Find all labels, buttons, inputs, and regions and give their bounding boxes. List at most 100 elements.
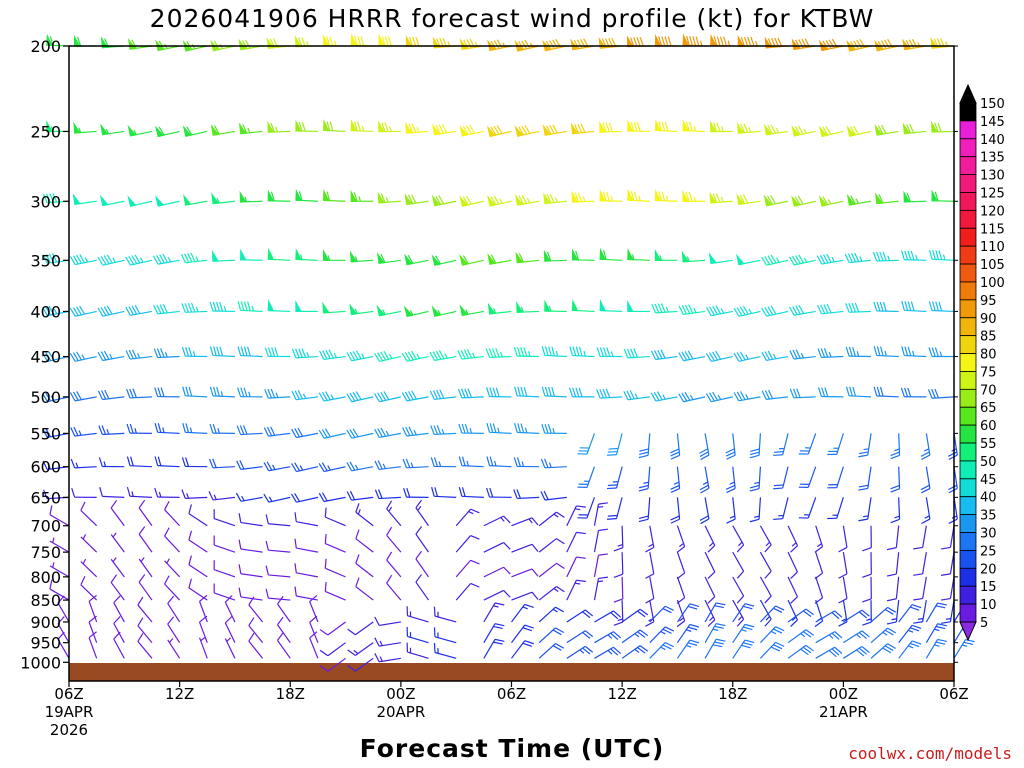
wind-barb	[704, 525, 716, 553]
barb-feather	[188, 347, 193, 357]
barb-feather	[770, 254, 777, 264]
barb-staff	[489, 431, 512, 434]
barb-feather	[219, 301, 224, 312]
barb-feather	[465, 195, 472, 205]
barb-staff	[842, 576, 848, 599]
barb-feather	[849, 386, 853, 397]
barb-feather	[544, 424, 549, 434]
barb-flag	[459, 195, 469, 207]
wind-barb	[113, 631, 125, 659]
barb-staff	[323, 355, 346, 361]
colorbar-label: 95	[980, 294, 997, 309]
wind-barb	[787, 551, 798, 580]
credit-text[interactable]: coolwx.com/models	[848, 744, 1012, 763]
wind-barb	[886, 576, 900, 602]
wind-barb	[126, 388, 152, 399]
barb-feather	[802, 610, 812, 617]
barb-feather	[464, 423, 469, 434]
barb-staff	[807, 466, 817, 488]
barb-feather	[909, 627, 920, 632]
barb-feather	[736, 307, 743, 316]
barb-feather	[556, 511, 565, 518]
barb-feather	[935, 250, 939, 260]
wind-barb	[69, 391, 97, 402]
colorbar-box	[959, 532, 977, 551]
wind-barb	[267, 299, 291, 313]
wind-barb	[511, 543, 539, 553]
barb-feather	[658, 121, 663, 131]
barb-flag	[459, 124, 469, 137]
wind-barb	[815, 631, 843, 644]
wind-barb	[459, 195, 484, 207]
wind-barb	[183, 194, 208, 206]
barb-feather	[298, 121, 303, 132]
barb-feather	[374, 637, 380, 647]
barb-half-feather	[241, 495, 245, 502]
wind-barb	[890, 433, 901, 460]
barb-feather	[188, 578, 192, 589]
barb-feather	[380, 351, 387, 361]
colorbar-label: 140	[980, 133, 1005, 148]
wind-barb	[816, 253, 844, 265]
barb-staff	[164, 583, 181, 601]
barb-feather	[466, 125, 472, 135]
barb-half-feather	[923, 448, 930, 452]
barb-feather	[876, 346, 881, 356]
barb-feather	[70, 458, 76, 469]
barb-feather	[831, 648, 840, 656]
barb-feather	[470, 534, 480, 540]
barb-feather	[700, 487, 710, 494]
wind-barb	[654, 249, 678, 261]
wind-barb	[164, 501, 181, 527]
wind-barb	[113, 616, 125, 643]
barb-feather	[845, 303, 850, 313]
barb-feather	[747, 36, 752, 47]
wind-barb	[347, 642, 374, 656]
wind-barb	[318, 391, 346, 402]
wind-barb	[198, 594, 208, 623]
wind-barb	[309, 594, 319, 623]
barb-feather	[42, 193, 48, 203]
barb-feather	[577, 123, 583, 133]
barb-feather	[42, 489, 48, 499]
wind-barb	[295, 35, 318, 48]
barb-feather	[928, 249, 933, 260]
barb-feather	[552, 645, 562, 651]
barb-feather	[462, 196, 469, 206]
barb-feather	[353, 192, 358, 202]
wind-barb	[514, 193, 540, 206]
y-tick-label: 950	[30, 634, 61, 653]
barb-feather	[349, 461, 356, 471]
wind-barb	[198, 615, 208, 643]
barb-feather	[373, 393, 380, 403]
wind-barb	[137, 633, 153, 659]
barb-feather	[623, 390, 629, 401]
barb-staff	[922, 552, 927, 574]
barb-feather	[851, 253, 857, 263]
barb-half-feather	[855, 198, 859, 204]
barb-feather	[660, 303, 666, 313]
barb-feather	[645, 573, 655, 579]
barb-feather	[199, 615, 208, 623]
barb-staff	[704, 525, 716, 546]
barb-flag	[736, 193, 745, 206]
wind-barb	[415, 574, 430, 601]
barb-feather	[235, 492, 242, 502]
barb-half-feather	[361, 125, 365, 132]
barb-feather	[547, 424, 552, 434]
wind-barb	[235, 492, 263, 502]
wind-barb	[571, 248, 595, 261]
wind-barb	[638, 497, 651, 523]
barb-staff	[627, 355, 650, 359]
wind-barb	[873, 386, 899, 398]
barb-feather	[884, 629, 894, 636]
barb-half-feather	[791, 616, 797, 622]
wind-barb	[376, 252, 401, 265]
barb-feather	[639, 515, 649, 519]
wind-barb	[237, 301, 263, 313]
y-tick-label: 550	[30, 424, 61, 443]
barb-feather	[708, 352, 715, 362]
barb-feather	[719, 36, 724, 46]
barb-feather	[138, 526, 146, 535]
barb-flag	[737, 121, 745, 134]
